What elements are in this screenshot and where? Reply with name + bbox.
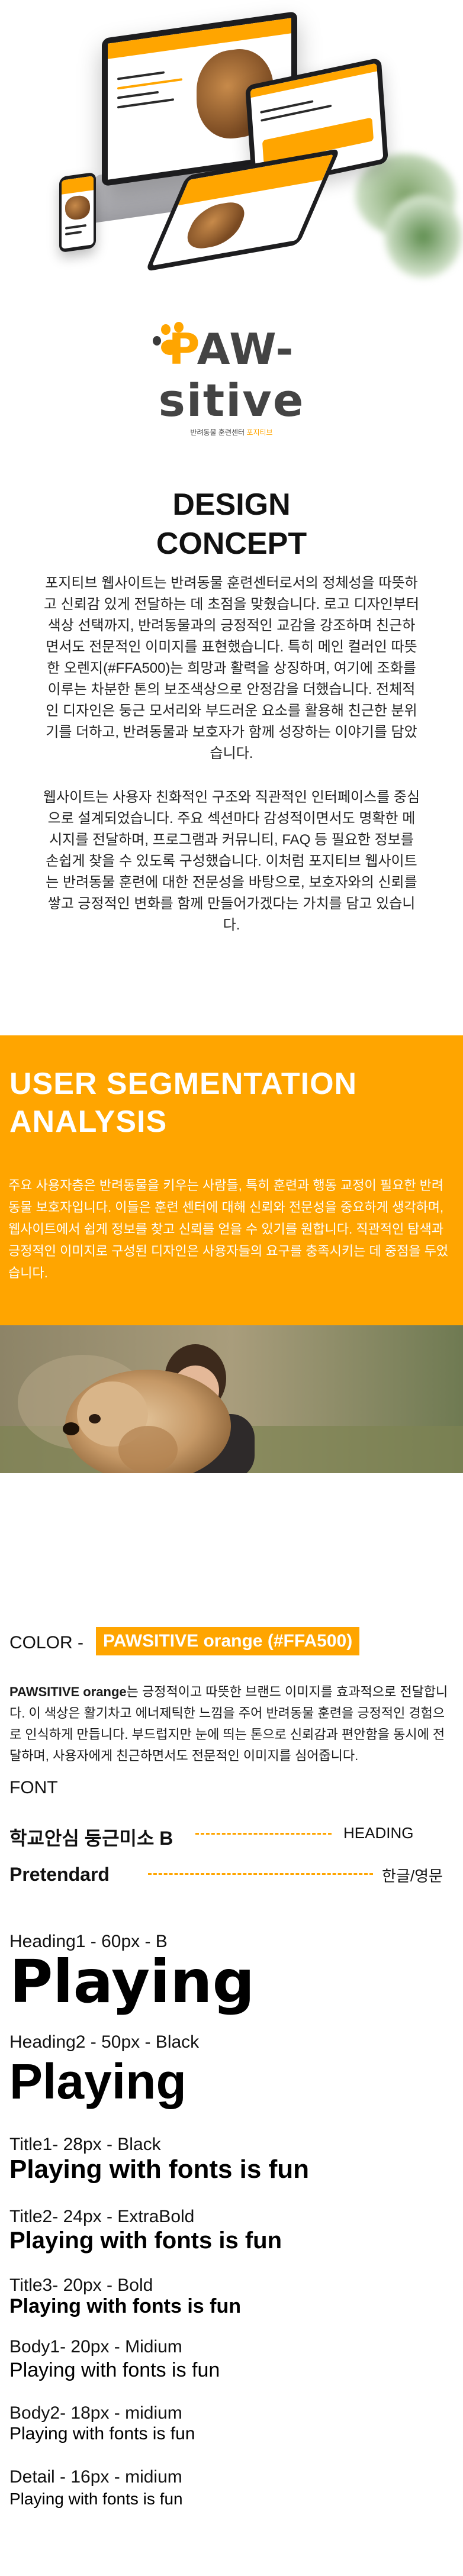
type-spec-label: Title3- 20px - Bold bbox=[9, 2275, 153, 2295]
font-family-usage: HEADING bbox=[343, 1824, 414, 1842]
segmentation-body: 주요 사용자층은 반려동물을 키우는 사람들, 특히 훈련과 행동 교정이 필요… bbox=[8, 1178, 449, 1280]
font-section-label: FONT bbox=[9, 1778, 58, 1797]
type-spec-label: Heading2 - 50px - Black bbox=[9, 2032, 200, 2052]
segmentation-section bbox=[0, 1035, 463, 1325]
type-spec-label: Body2- 18px - midium bbox=[9, 2403, 182, 2423]
type-sample-title1: Playing with fonts is fun bbox=[9, 2155, 309, 2184]
font-row-divider bbox=[148, 1873, 373, 1875]
type-sample-body2: Playing with fonts is fun bbox=[9, 2424, 195, 2443]
type-sample-heading2: Playing bbox=[9, 2054, 187, 2109]
paw-icon bbox=[153, 322, 194, 366]
child-with-dog-photo bbox=[0, 1325, 463, 1473]
design-concept-title: DESIGN CONCEPT bbox=[156, 488, 307, 561]
type-sample-detail: Playing with fonts is fun bbox=[9, 2490, 183, 2508]
type-sample-title2: Playing with fonts is fun bbox=[9, 2228, 282, 2254]
color-section-label: COLOR - bbox=[9, 1633, 84, 1652]
type-spec-label: Title2- 24px - ExtraBold bbox=[9, 2207, 195, 2226]
font-family-name: Pretendard bbox=[9, 1864, 110, 1885]
design-concept-paragraph-1: 포지티브 웹사이트는 반려동물 훈련센터로서의 정체성을 따뜻하고 신뢰감 있게… bbox=[43, 575, 420, 761]
type-spec-label: Heading1 - 60px - B bbox=[9, 1932, 168, 1951]
plant-blur-decoration bbox=[385, 195, 462, 278]
color-description: PAWSITIVE orange는 긍정적이고 따뜻한 브랜드 이미지를 효과적… bbox=[9, 1684, 448, 1763]
font-row-divider bbox=[195, 1833, 332, 1835]
type-sample-heading1: Playing bbox=[9, 1947, 255, 2016]
logo-wordmark-line1: PAW- bbox=[168, 324, 295, 374]
type-sample-title3: Playing with fonts is fun bbox=[9, 2295, 241, 2317]
phone-mockup bbox=[59, 172, 96, 253]
type-sample-body1: Playing with fonts is fun bbox=[9, 2359, 220, 2381]
type-spec-label: Detail - 16px - midium bbox=[9, 2467, 182, 2487]
logo-subtitle: 반려동물 훈련센터 포지티브 bbox=[190, 428, 273, 437]
hero-device-mockup bbox=[0, 0, 463, 296]
font-family-name: 학교안심 둥근미소 B bbox=[9, 1828, 173, 1849]
design-concept-paragraph-2: 웹사이트는 사용자 친화적인 구조와 직관적인 인터페이스를 중심으로 설계되었… bbox=[43, 789, 420, 933]
type-spec-label: Title1- 28px - Black bbox=[9, 2135, 161, 2154]
segmentation-title: USER SEGMENTATION ANALYSIS bbox=[9, 1067, 358, 1139]
logo-wordmark-line2: sitive bbox=[158, 374, 305, 427]
brand-color-chip: PAWSITIVE orange (#FFA500) bbox=[96, 1627, 360, 1655]
type-spec-label: Body1- 20px - Midium bbox=[9, 2337, 182, 2357]
font-family-usage: 한글/영문 bbox=[382, 1867, 443, 1885]
